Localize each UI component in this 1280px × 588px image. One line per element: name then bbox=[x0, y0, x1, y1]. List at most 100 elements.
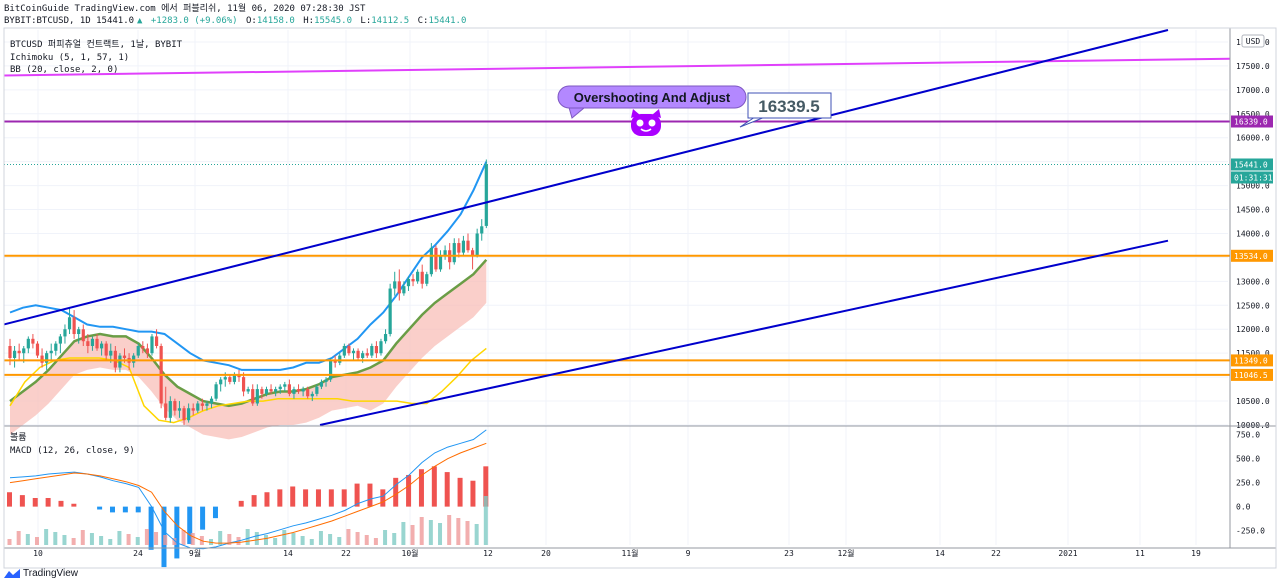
volume-bar bbox=[355, 532, 360, 545]
candle-body bbox=[342, 346, 346, 356]
candle-body bbox=[397, 281, 401, 294]
y-tick-label: 11500.0 bbox=[1236, 349, 1270, 358]
chart-frame bbox=[3, 27, 1277, 569]
candle-body bbox=[191, 408, 195, 411]
candle-body bbox=[109, 350, 113, 356]
volume-bar bbox=[245, 529, 250, 545]
level-price-text: 16339.0 bbox=[1234, 117, 1268, 126]
macd-tick-label: 750.0 bbox=[1236, 431, 1260, 440]
candle-body bbox=[12, 350, 17, 358]
candle-body bbox=[292, 389, 296, 394]
candle-body bbox=[90, 338, 95, 346]
candle-body bbox=[67, 317, 72, 330]
candle-body bbox=[310, 393, 314, 397]
macd-histogram-bar bbox=[135, 506, 141, 513]
candle-body bbox=[383, 334, 388, 342]
open-label: O: bbox=[246, 16, 257, 26]
macd-histogram-bar bbox=[32, 497, 38, 507]
candle-body bbox=[104, 343, 108, 356]
macd-histogram-bar bbox=[264, 492, 270, 507]
candle-body bbox=[219, 379, 223, 385]
legend-macd[interactable]: MACD (12, 26, close, 9) bbox=[10, 446, 135, 456]
indicator-lines bbox=[9, 161, 488, 424]
candle-body bbox=[461, 240, 466, 253]
volume-bar bbox=[364, 535, 369, 545]
legend-bb[interactable]: BB (20, close, 2, 0) bbox=[10, 65, 118, 75]
candle-body bbox=[187, 408, 191, 421]
candle-body bbox=[351, 350, 356, 354]
high-value: 15545.0 bbox=[314, 16, 352, 26]
volume-bar bbox=[117, 531, 122, 545]
level-price-text: 11046.5 bbox=[1234, 371, 1268, 380]
signal-line bbox=[9, 442, 487, 544]
candle-body bbox=[457, 243, 461, 253]
volume-bar bbox=[263, 535, 268, 545]
high-label: H: bbox=[303, 16, 315, 26]
macd-histogram-bar bbox=[277, 489, 283, 507]
candle-body bbox=[63, 329, 67, 337]
volume-bar bbox=[172, 538, 177, 545]
candles bbox=[8, 159, 488, 425]
candle-body bbox=[196, 403, 200, 411]
macd-histogram-bar bbox=[148, 506, 154, 550]
volume-bar bbox=[373, 538, 378, 545]
candle-body bbox=[347, 346, 351, 354]
volume-bar bbox=[401, 522, 406, 545]
candle-body bbox=[287, 384, 291, 394]
volume-bar bbox=[80, 530, 85, 545]
price-label-box[interactable]: 16339.5 bbox=[739, 92, 832, 128]
volume-bar bbox=[465, 521, 470, 545]
candle-body bbox=[205, 403, 209, 406]
macd-histogram-bar bbox=[303, 489, 309, 507]
candle-body bbox=[95, 338, 99, 349]
level-price-tag bbox=[1231, 368, 1273, 381]
close-label: C: bbox=[417, 16, 429, 26]
candle-body bbox=[150, 336, 154, 354]
legend-volume[interactable]: 볼륨 bbox=[10, 432, 27, 443]
volume-bar bbox=[71, 538, 76, 545]
currency-button[interactable] bbox=[1241, 34, 1265, 48]
volume-bar bbox=[346, 529, 351, 545]
candle-body bbox=[296, 389, 301, 392]
kijun-line bbox=[9, 347, 487, 424]
callout-text: Overshooting And Adjust bbox=[574, 90, 731, 105]
candle-body bbox=[333, 360, 337, 363]
candle-body bbox=[324, 379, 328, 382]
x-tick-label: 24 bbox=[133, 549, 143, 558]
macd-histogram-bar bbox=[431, 466, 437, 507]
legend-ichimoku[interactable]: Ichimoku (5, 1, 57, 1) bbox=[10, 53, 129, 63]
macd-pane bbox=[7, 429, 489, 568]
candle-body bbox=[72, 317, 76, 335]
candle-body bbox=[237, 374, 241, 378]
level-price-tag bbox=[1231, 249, 1273, 262]
x-tick-label: 20 bbox=[541, 549, 551, 558]
volume-bar bbox=[7, 539, 12, 545]
x-tick-label: 12월 bbox=[838, 548, 855, 558]
macd-histogram-bar bbox=[444, 472, 450, 507]
volume-bar bbox=[383, 530, 388, 545]
macd-histogram-bar bbox=[367, 483, 373, 507]
y-tick-label: 16000.0 bbox=[1236, 134, 1270, 143]
candle-body bbox=[466, 240, 470, 251]
y-tick-label: 17000.0 bbox=[1236, 86, 1270, 95]
candle-body bbox=[429, 247, 433, 275]
y-tick-label: 16500.0 bbox=[1236, 110, 1270, 119]
x-tick-label: 2021 bbox=[1058, 549, 1077, 558]
candle-body bbox=[338, 355, 342, 363]
candle-body bbox=[26, 338, 30, 349]
macd-histogram-bar bbox=[418, 469, 424, 507]
volume-bar bbox=[190, 533, 195, 545]
level-price-tag bbox=[1231, 354, 1273, 367]
candle-body bbox=[200, 403, 204, 406]
volume-bar bbox=[428, 520, 433, 545]
candle-body bbox=[406, 278, 411, 287]
y-tick-label: 12000.0 bbox=[1236, 325, 1270, 334]
x-tick-label: 9 bbox=[686, 549, 691, 558]
macd-histogram-bar bbox=[483, 466, 489, 507]
callout-bubble[interactable]: Overshooting And Adjust bbox=[557, 85, 747, 119]
macd-tick-label: -250.0 bbox=[1236, 527, 1265, 536]
macd-histogram-bar bbox=[457, 477, 463, 507]
symbol-label: BYBIT:BTCUSD, 1D 15441.0 bbox=[4, 16, 135, 26]
candle-body bbox=[443, 250, 447, 256]
